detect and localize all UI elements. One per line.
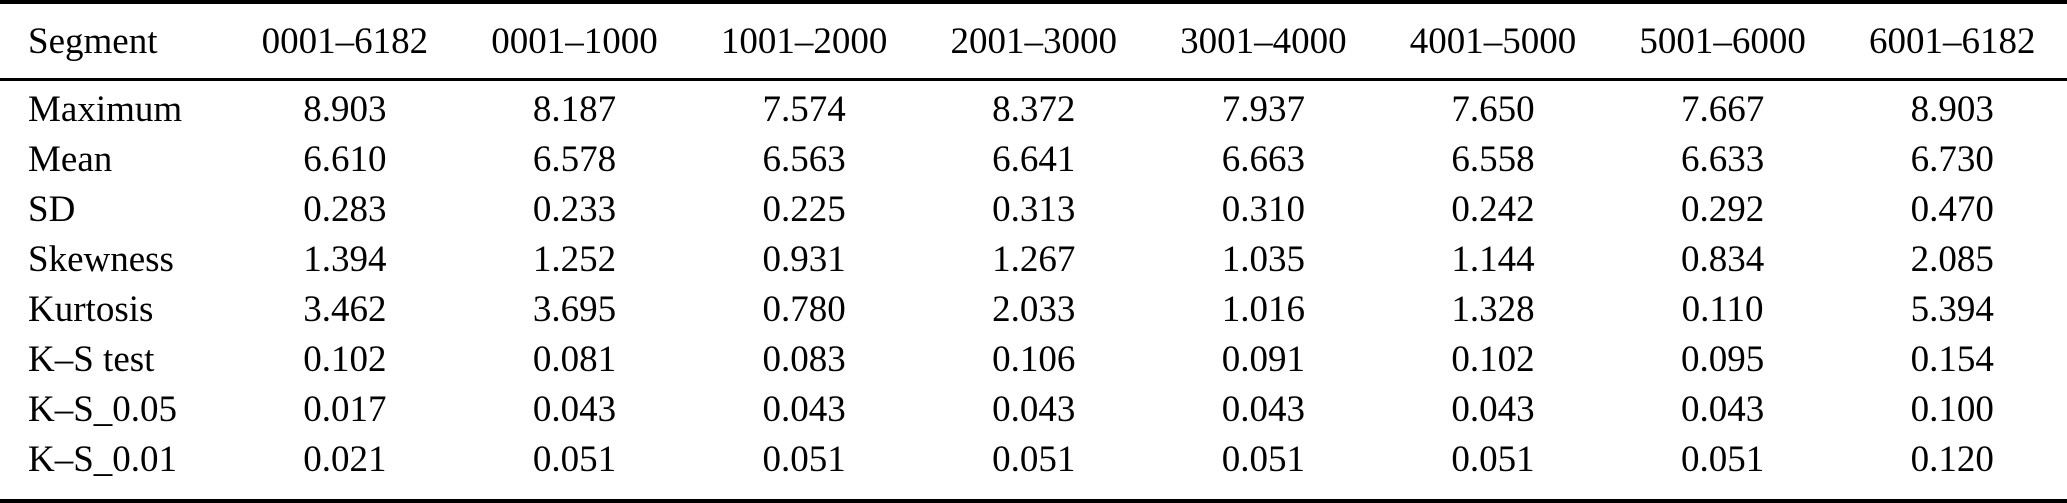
- table-body: Maximum 8.903 8.187 7.574 8.372 7.937 7.650 7.6…: [0, 80, 2067, 502]
- table-cell: 1.252: [532, 238, 617, 280]
- table-cell: 0.095: [1680, 338, 1765, 380]
- table-cell: 0.051: [992, 438, 1076, 480]
- table-row: Maximum 8.903 8.187 7.574 8.372 7.937 7.650 7.6…: [0, 80, 2067, 135]
- table-cell: 0.043: [992, 388, 1076, 430]
- column-header-range: 6001–6182: [1837, 2, 2067, 81]
- table-cell: 0.102: [1451, 338, 1535, 380]
- table-cell: 0.780: [762, 288, 846, 330]
- table-cell: 6.558: [1451, 138, 1535, 180]
- table-cell: 0.106: [992, 338, 1076, 380]
- table-cell: 1.016: [1221, 288, 1305, 330]
- table-cell: 0.102: [303, 338, 387, 380]
- table-cell: 0.091: [1221, 338, 1305, 380]
- table-cell: 0.051: [1451, 438, 1535, 480]
- header-row: Segment 0001–6182 0001–1000 1001–2000 20…: [0, 2, 2067, 81]
- table-cell: 0.043: [1451, 388, 1535, 430]
- table-row: SD 0.283 0.233 0.225 0.313 0.310 0.242 0.292 0.4…: [0, 184, 2067, 234]
- row-label: Mean: [28, 138, 113, 180]
- table-cell: 0.043: [532, 388, 617, 430]
- row-label: K–S_0.01: [28, 438, 178, 480]
- row-label: SD: [28, 188, 76, 230]
- table-cell: 0.225: [762, 188, 846, 230]
- table-cell: 1.144: [1451, 238, 1535, 280]
- table-cell: 8.903: [1910, 88, 1994, 130]
- row-label: K–S test: [28, 338, 155, 380]
- table-cell: 0.154: [1910, 338, 1994, 380]
- table-cell: 0.051: [532, 438, 617, 480]
- table-cell: 6.563: [762, 138, 846, 180]
- table-cell: 0.021: [303, 438, 387, 480]
- table-cell: 0.242: [1451, 188, 1535, 230]
- table-cell: 7.667: [1680, 88, 1765, 130]
- table-cell: 3.462: [303, 288, 387, 330]
- table-cell: 2.085: [1910, 238, 1994, 280]
- table-cell: 0.834: [1680, 238, 1765, 280]
- column-header-range: 1001–2000: [689, 2, 919, 81]
- column-header-range: 2001–3000: [918, 2, 1149, 81]
- table-cell: 0.043: [762, 388, 846, 430]
- table-cell: 1.328: [1451, 288, 1535, 330]
- table-cell: 0.110: [1681, 288, 1764, 330]
- table-row: Skewness 1.394 1.252 0.931 1.267 1.035 1.144 0.…: [0, 234, 2067, 284]
- table-cell: 0.292: [1680, 188, 1765, 230]
- row-label: Kurtosis: [28, 288, 154, 330]
- table-cell: 0.283: [303, 188, 387, 230]
- column-header-range: 0001–6182: [230, 2, 460, 81]
- table-cell: 6.578: [532, 138, 617, 180]
- table-cell: 0.931: [762, 238, 846, 280]
- table-cell: 2.033: [992, 288, 1076, 330]
- table-header: Segment 0001–6182 0001–1000 1001–2000 20…: [0, 2, 2067, 81]
- row-label: K–S_0.05: [28, 388, 178, 430]
- table-cell: 0.043: [1680, 388, 1765, 430]
- table-cell: 0.100: [1910, 388, 1994, 430]
- table-cell: 0.310: [1221, 188, 1305, 230]
- table-cell: 8.903: [303, 88, 387, 130]
- table-cell: 0.081: [532, 338, 617, 380]
- table-row: Mean 6.610 6.578 6.563 6.641 6.663 6.558 6.633 6…: [0, 134, 2067, 184]
- table-cell: 0.313: [992, 188, 1076, 230]
- table-cell: 8.372: [992, 88, 1076, 130]
- column-header-range: 0001–1000: [459, 2, 690, 81]
- table-cell: 6.641: [992, 138, 1076, 180]
- table-cell: 0.051: [762, 438, 846, 480]
- table-row: K–S_0.01 0.021 0.051 0.051 0.051 0.051 0.051 0.…: [0, 434, 2067, 501]
- row-label: Maximum: [28, 88, 183, 130]
- table-cell: 0.120: [1910, 438, 1994, 480]
- table-row: Kurtosis 3.462 3.695 0.780 2.033 1.016 1.328 0.…: [0, 284, 2067, 334]
- table-cell: 5.394: [1910, 288, 1994, 330]
- table-cell: 0.043: [1221, 388, 1305, 430]
- table-row: K–S_0.05 0.017 0.043 0.043 0.043 0.043 0.043 0.…: [0, 384, 2067, 434]
- table-cell: 7.650: [1451, 88, 1535, 130]
- table-cell: 8.187: [532, 88, 617, 130]
- table-cell: 7.574: [762, 88, 846, 130]
- table-row: K–S test 0.102 0.081 0.083 0.106 0.091 0.102 0.…: [0, 334, 2067, 384]
- column-header-range: 5001–6000: [1607, 2, 1838, 81]
- column-header-range: 3001–4000: [1148, 2, 1379, 81]
- table-cell: 3.695: [532, 288, 617, 330]
- table-cell: 6.730: [1910, 138, 1994, 180]
- table-cell: 1.035: [1221, 238, 1305, 280]
- table-cell: 6.610: [303, 138, 387, 180]
- table-cell: 7.937: [1221, 88, 1305, 130]
- table-cell: 0.470: [1910, 188, 1994, 230]
- table-cell: 1.267: [992, 238, 1076, 280]
- table-cell: 0.017: [303, 388, 387, 430]
- table-cell: 6.633: [1680, 138, 1765, 180]
- table-cell: 0.051: [1221, 438, 1305, 480]
- row-label: Skewness: [28, 238, 174, 280]
- table-cell: 1.394: [303, 238, 387, 280]
- table-cell: 0.083: [762, 338, 846, 380]
- column-header-range: 4001–5000: [1378, 2, 1608, 81]
- table-cell: 0.233: [532, 188, 617, 230]
- table-cell: 6.663: [1221, 138, 1305, 180]
- column-header-segment: Segment: [0, 2, 230, 81]
- table-cell: 0.051: [1680, 438, 1765, 480]
